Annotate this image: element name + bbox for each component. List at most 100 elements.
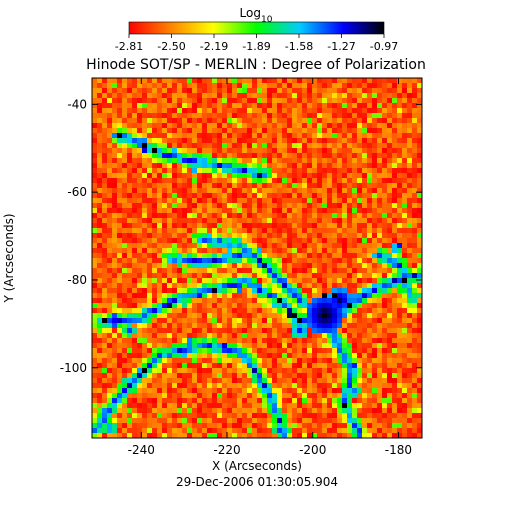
heatmap-cell — [352, 293, 358, 299]
heatmap-cell — [162, 313, 168, 319]
heatmap-cell — [337, 278, 343, 284]
heatmap-cell — [362, 263, 368, 269]
heatmap-cell — [92, 158, 98, 164]
heatmap-cell — [297, 173, 303, 179]
heatmap-cell — [347, 208, 353, 214]
heatmap-cell — [307, 123, 313, 129]
heatmap-cell — [197, 348, 203, 354]
heatmap-cell — [107, 88, 113, 94]
heatmap-cell — [302, 328, 308, 334]
heatmap-cell — [132, 128, 138, 134]
heatmap-cell — [117, 83, 123, 89]
heatmap-cell — [347, 338, 353, 344]
heatmap-cell — [247, 98, 253, 104]
heatmap-cell — [282, 328, 288, 334]
heatmap-cell — [402, 208, 408, 214]
heatmap-cell — [177, 368, 183, 374]
heatmap-cell — [297, 323, 303, 329]
heatmap-cell — [97, 383, 103, 389]
heatmap-cell — [387, 158, 393, 164]
heatmap-cell — [157, 208, 163, 214]
heatmap-cell — [267, 243, 273, 249]
heatmap-cell — [332, 113, 338, 119]
heatmap-cell — [372, 83, 378, 89]
heatmap-cell — [202, 78, 208, 84]
heatmap-cell — [222, 158, 228, 164]
heatmap-cell — [257, 208, 263, 214]
heatmap-cell — [197, 153, 203, 159]
heatmap-cell — [142, 218, 148, 224]
heatmap-cell — [292, 418, 298, 424]
heatmap-cell — [372, 213, 378, 219]
heatmap-cell — [97, 268, 103, 274]
heatmap-cell — [127, 193, 133, 199]
heatmap-cell — [217, 193, 223, 199]
heatmap-cell — [167, 153, 173, 159]
heatmap-cell — [312, 113, 318, 119]
heatmap-cell — [177, 83, 183, 89]
heatmap-cell — [347, 163, 353, 169]
heatmap-cell — [317, 178, 323, 184]
heatmap-cell — [267, 148, 273, 154]
heatmap-cell — [317, 333, 323, 339]
heatmap-cell — [352, 398, 358, 404]
heatmap-cell — [392, 83, 398, 89]
heatmap-cell — [217, 158, 223, 164]
heatmap-cell — [207, 78, 213, 84]
heatmap-cell — [347, 358, 353, 364]
heatmap-cell — [127, 123, 133, 129]
heatmap-cell — [377, 183, 383, 189]
heatmap-cell — [262, 193, 268, 199]
heatmap-cell — [207, 173, 213, 179]
heatmap-cell — [137, 333, 143, 339]
heatmap-cell — [162, 78, 168, 84]
heatmap-cell — [232, 308, 238, 314]
heatmap-cell — [292, 408, 298, 414]
heatmap-cell — [207, 168, 213, 174]
heatmap-cell — [112, 428, 118, 434]
heatmap-cell — [387, 288, 393, 294]
heatmap-cell — [122, 108, 128, 114]
heatmap-cell — [372, 218, 378, 224]
heatmap-cell — [202, 248, 208, 254]
heatmap-cell — [392, 293, 398, 299]
heatmap-cell — [162, 348, 168, 354]
heatmap-cell — [222, 243, 228, 249]
heatmap-cell — [412, 168, 418, 174]
heatmap-cell — [227, 373, 233, 379]
heatmap-cell — [137, 153, 143, 159]
heatmap-cell — [237, 413, 243, 419]
heatmap-cell — [407, 228, 413, 234]
heatmap-cell — [397, 238, 403, 244]
heatmap-cell — [107, 268, 113, 274]
heatmap-cell — [332, 133, 338, 139]
heatmap-cell — [167, 188, 173, 194]
heatmap-cell — [152, 293, 158, 299]
heatmap-cell — [207, 118, 213, 124]
heatmap-cell — [277, 273, 283, 279]
heatmap-cell — [267, 208, 273, 214]
heatmap-cell — [92, 88, 98, 94]
heatmap-cell — [292, 153, 298, 159]
heatmap-cell — [117, 338, 123, 344]
heatmap-cell — [417, 413, 423, 419]
heatmap-cell — [377, 148, 383, 154]
heatmap-cell — [102, 238, 108, 244]
heatmap-cell — [412, 278, 418, 284]
heatmap-cell — [232, 143, 238, 149]
heatmap-cell — [192, 283, 198, 289]
heatmap-cell — [247, 228, 253, 234]
heatmap-cell — [372, 93, 378, 99]
heatmap-cell — [417, 103, 423, 109]
heatmap-cell — [367, 88, 373, 94]
heatmap-cell — [292, 273, 298, 279]
heatmap-cell — [137, 313, 143, 319]
heatmap-cell — [237, 198, 243, 204]
heatmap-cell — [167, 213, 173, 219]
heatmap-cell — [357, 98, 363, 104]
heatmap-cell — [227, 363, 233, 369]
heatmap-cell — [162, 223, 168, 229]
heatmap-cell — [417, 218, 423, 224]
heatmap-cell — [197, 208, 203, 214]
heatmap-cell — [267, 408, 273, 414]
